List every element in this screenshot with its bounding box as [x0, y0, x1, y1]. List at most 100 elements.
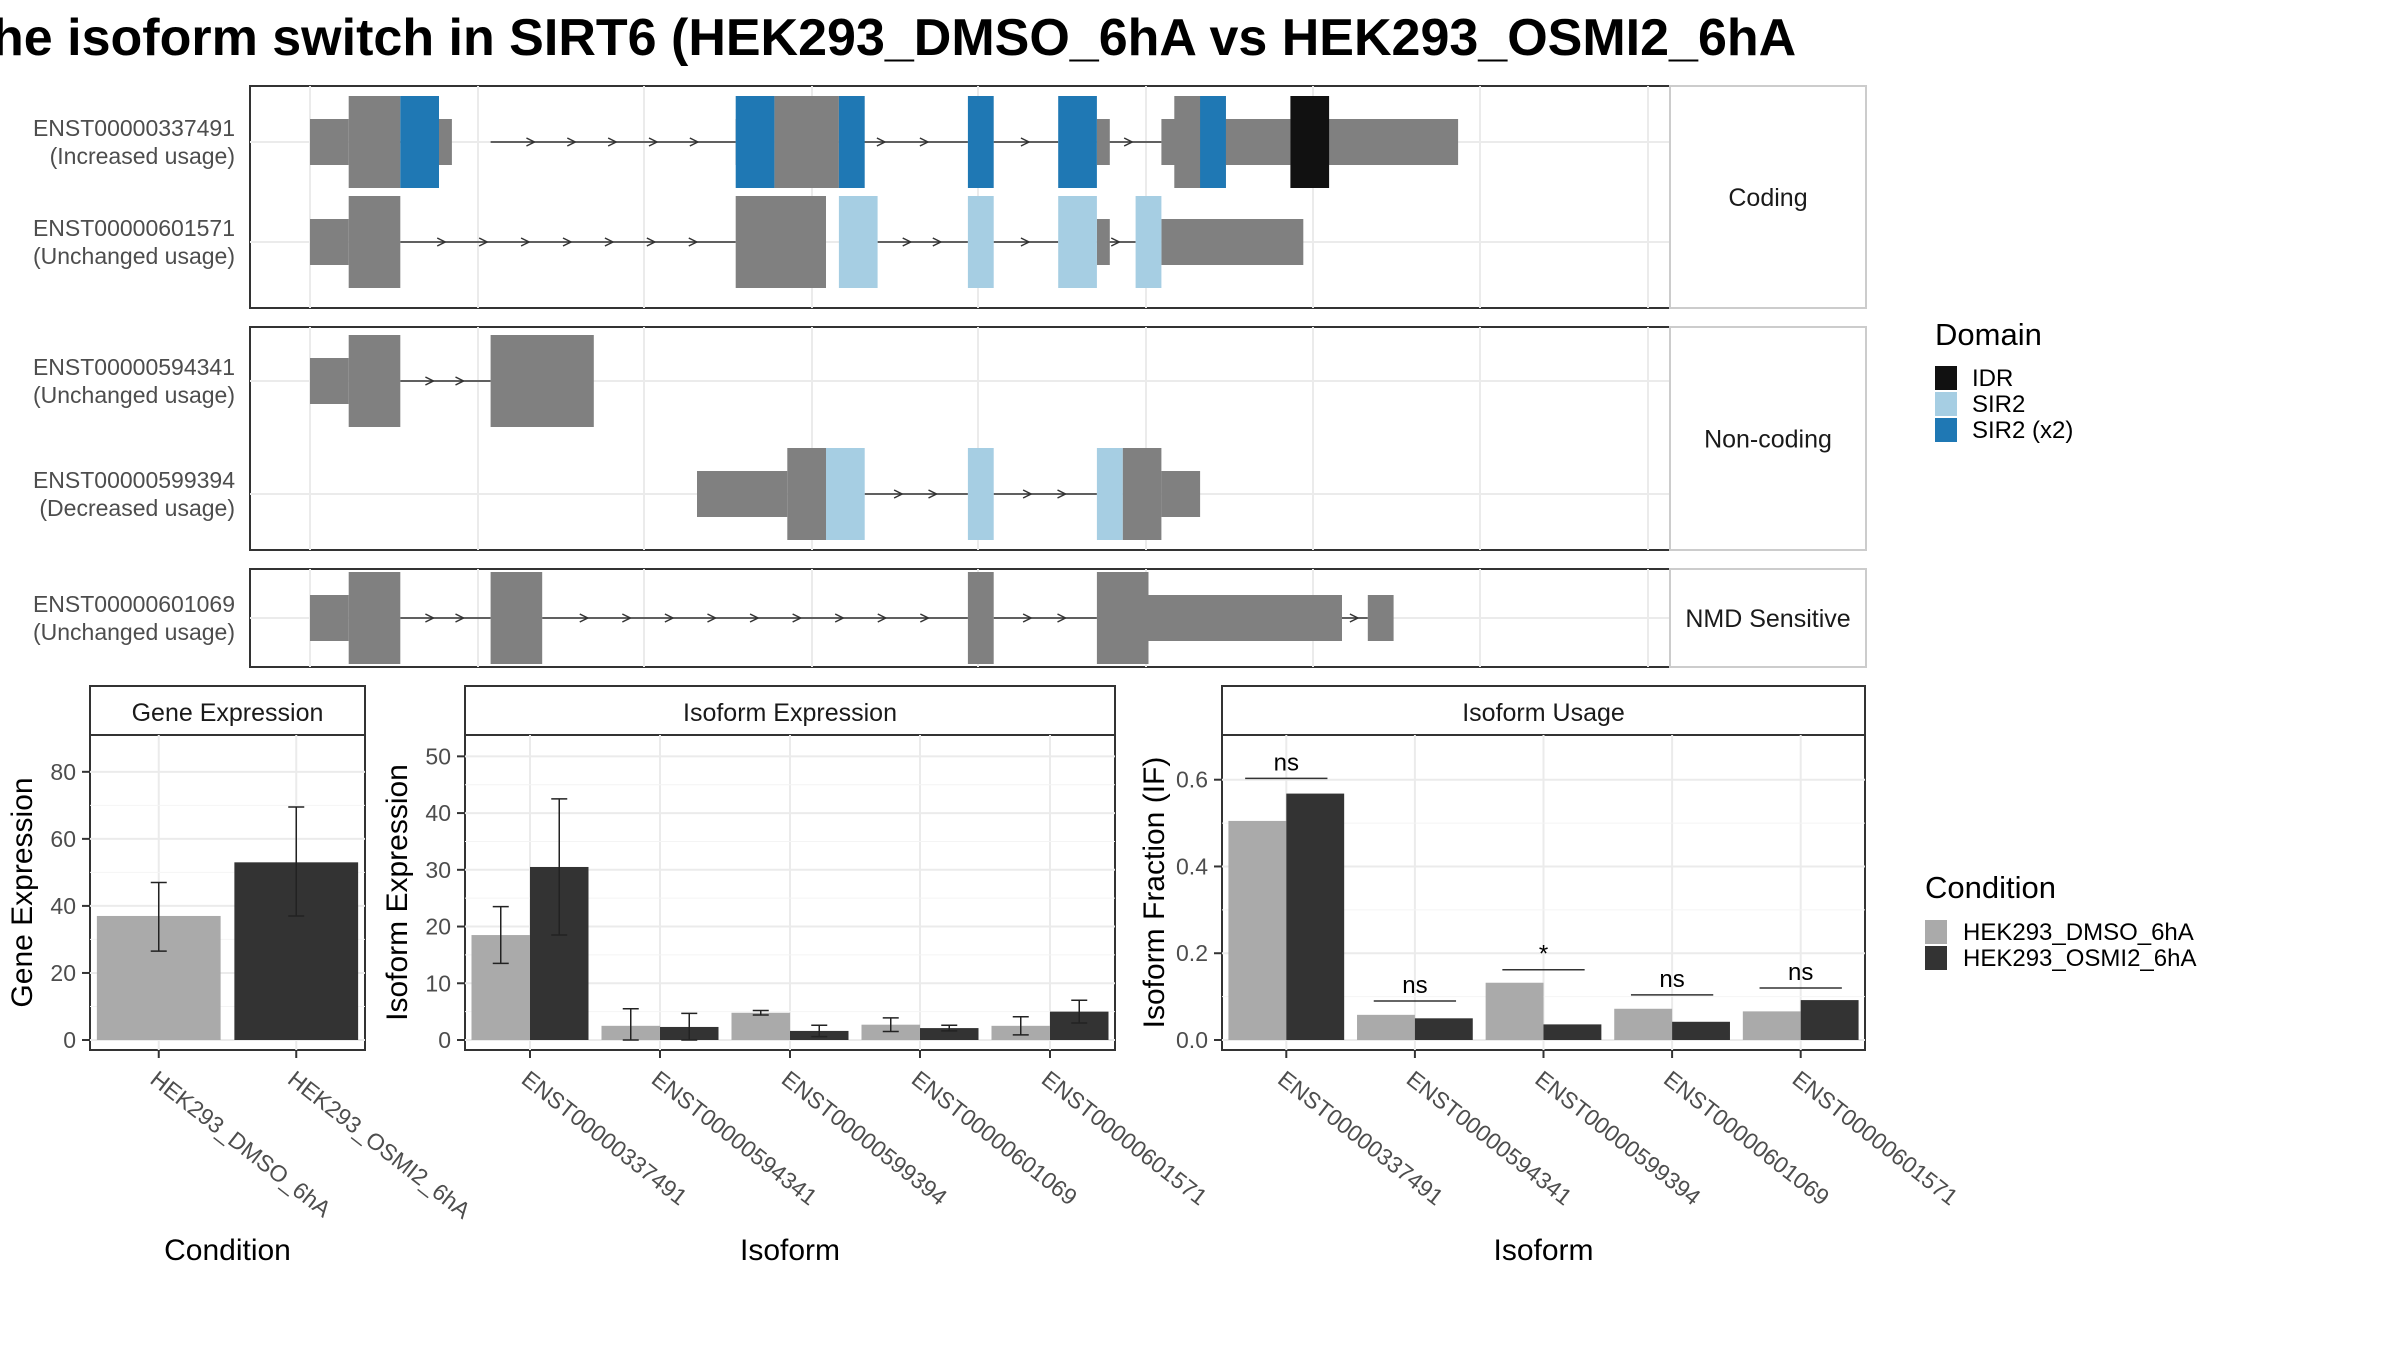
domain-sir2-x2-	[735, 96, 762, 188]
y-tick-label: 40	[425, 800, 451, 826]
intron-arrow	[689, 137, 700, 147]
intron-arrow	[902, 237, 913, 247]
bar	[1228, 820, 1287, 1040]
legend-swatch	[1935, 418, 1957, 442]
domain-sir2-x2-	[967, 96, 994, 188]
intron-arrow	[425, 376, 436, 386]
transcript-row: ENST00000601069(Unchanged usage)	[33, 572, 1394, 664]
utr-exon	[1367, 595, 1394, 641]
intron-arrow	[1349, 613, 1360, 623]
coding-exon	[348, 572, 401, 664]
domain-sir2	[967, 448, 994, 540]
panel-strip	[464, 685, 1116, 736]
significance-label: *	[1539, 941, 1548, 968]
domain-sir2	[826, 448, 865, 540]
coding-exon	[787, 448, 826, 540]
intron-arrow	[919, 613, 931, 623]
coding-exon	[967, 572, 994, 664]
legend-label: HEK293_OSMI2_6hA	[1963, 945, 2196, 972]
y-tick-label: 0	[438, 1027, 451, 1053]
intron-arrow	[749, 613, 760, 623]
legend-title-domain: Domain	[1935, 317, 2042, 352]
intron-arrow	[455, 613, 466, 623]
utr-exon	[310, 219, 349, 265]
intron-arrow	[425, 613, 436, 623]
intron-arrow	[877, 613, 888, 623]
intron-arrow	[664, 613, 675, 623]
domain-sir2-x2-	[761, 96, 775, 188]
coding-exon	[348, 96, 401, 188]
x-axis-title: Isoform	[1493, 1234, 1593, 1267]
domain-sir2	[1058, 196, 1097, 288]
intron-arrow	[579, 613, 590, 623]
bar	[1742, 1011, 1801, 1040]
y-axis-title: Isoform Fraction (IF)	[1138, 757, 1171, 1029]
intron-arrow	[436, 237, 447, 247]
significance-label: ns	[1274, 749, 1299, 776]
transcript-id: ENST00000337491	[33, 115, 235, 141]
intron-arrow	[932, 237, 943, 247]
bar	[731, 1012, 790, 1040]
intron-arrow	[566, 137, 577, 147]
bar	[1357, 1014, 1415, 1040]
utr-exon	[1122, 595, 1342, 641]
facet-strip	[1669, 568, 1867, 668]
y-axis-title: Gene Expression	[6, 777, 39, 1007]
panel-title: Isoform Expression	[683, 699, 897, 727]
facet-strip	[1669, 85, 1867, 309]
panel-strip	[1221, 685, 1866, 736]
domain-idr	[1290, 96, 1330, 188]
y-tick-label: 30	[425, 857, 451, 883]
transcript-row: ENST00000594341(Unchanged usage)	[33, 335, 594, 427]
gene-structure-panel: Coding ENST00000337491(Increased usage) EN…	[33, 85, 1867, 668]
facet-label: Non-coding	[1704, 426, 1832, 454]
transcript-usage: (Increased usage)	[50, 143, 235, 169]
transcript-id: ENST00000601571	[33, 215, 235, 241]
coding-exon	[1122, 448, 1162, 540]
domain-sir2-x2-	[1058, 96, 1097, 188]
coding-exon	[490, 335, 594, 427]
legend-title-condition: Condition	[1925, 870, 2056, 905]
x-axis-title: Condition	[164, 1234, 291, 1267]
intron-arrow	[1020, 237, 1031, 247]
intron-arrow	[646, 237, 657, 247]
coding-exon	[490, 572, 543, 664]
utr-exon	[310, 358, 349, 404]
facet-label: NMD Sensitive	[1685, 605, 1850, 633]
y-tick-label: 10	[425, 970, 451, 996]
bar-panel: Isoform Usage0.00.20.40.6nsENST000003374…	[1138, 685, 1963, 1267]
utr-exon	[310, 595, 349, 641]
utr-exon	[1161, 471, 1201, 517]
figure-title: he isoform switch in SIRT6 (HEK293_DMSO_…	[0, 9, 1796, 67]
intron-arrow	[478, 237, 489, 247]
domain-sir2	[1096, 448, 1123, 540]
legend-label: IDR	[1972, 365, 2013, 392]
transcript-usage: (Decreased usage)	[39, 495, 235, 521]
utr-exon	[439, 119, 452, 165]
transcript-usage: (Unchanged usage)	[33, 382, 235, 408]
gene-panel-box	[249, 326, 1671, 551]
y-tick-label: 0.2	[1176, 940, 1208, 966]
bar	[1414, 1018, 1473, 1040]
coding-exon	[774, 96, 839, 188]
transcript-id: ENST00000594341	[33, 354, 235, 380]
transcript-row: ENST00000599394(Decreased usage)	[33, 448, 1201, 540]
bar-panel: Isoform Expression01020304050ENST0000033…	[381, 685, 1212, 1267]
panel-title: Isoform Usage	[1462, 699, 1625, 727]
intron-arrow	[526, 137, 537, 147]
intron-arrow	[1020, 137, 1031, 147]
intron-arrow	[1123, 137, 1134, 147]
panel-title: Gene Expression	[132, 699, 324, 727]
legend-swatch	[1925, 946, 1947, 970]
y-tick-label: 40	[50, 893, 76, 919]
utr-exon	[1096, 119, 1110, 165]
domain-sir2	[967, 196, 994, 288]
facet-label: Coding	[1728, 184, 1807, 212]
bar	[1286, 793, 1345, 1040]
bar	[1800, 1000, 1859, 1040]
transcript-row: ENST00000601571(Unchanged usage)	[33, 196, 1304, 288]
intron-arrow	[520, 237, 531, 247]
y-tick-label: 0	[63, 1027, 76, 1053]
